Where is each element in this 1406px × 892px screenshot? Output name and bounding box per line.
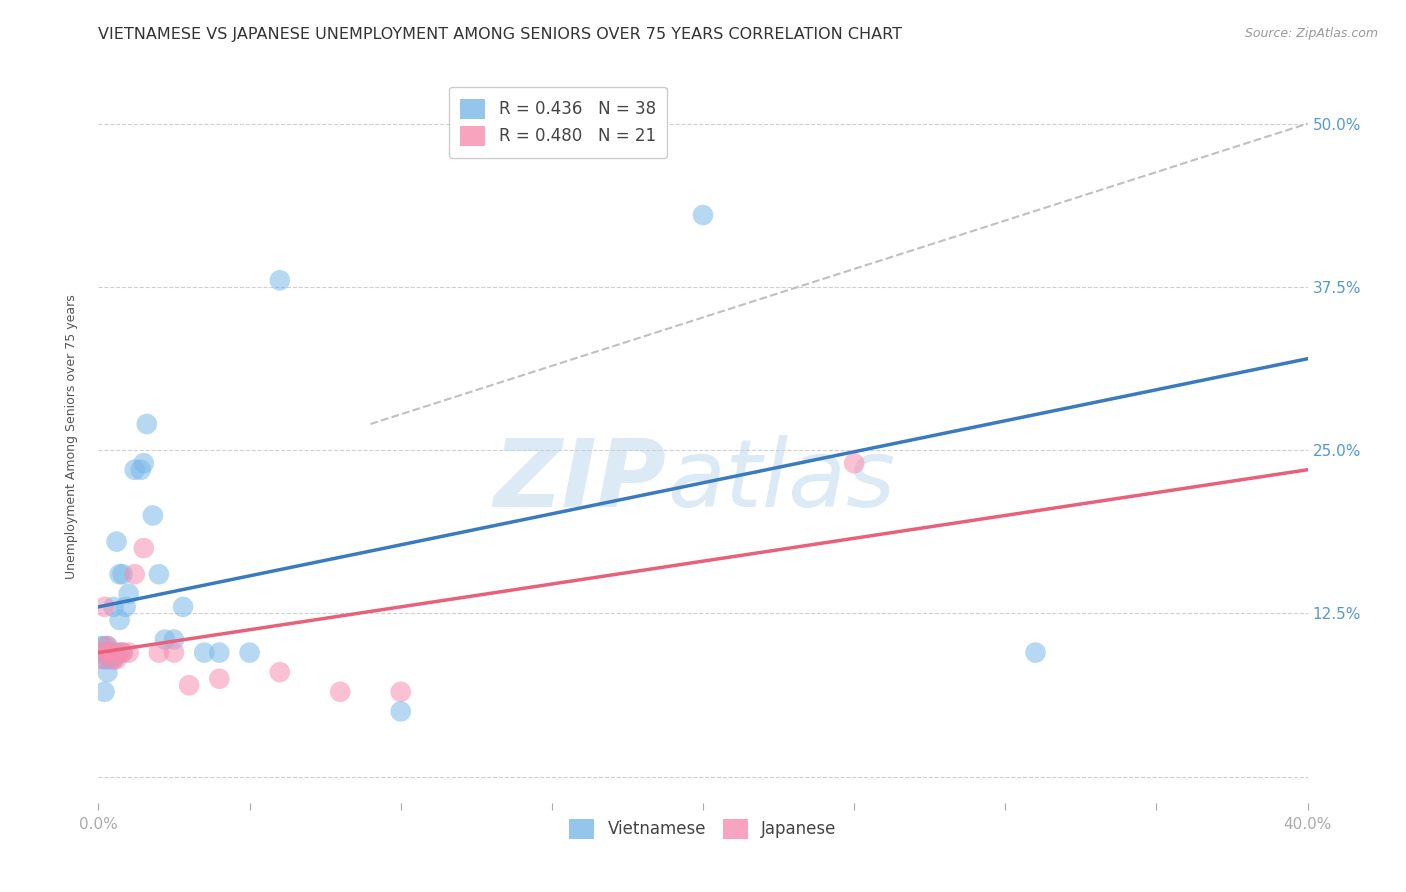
Point (111, 646, 134, 660)
Point (93, 639, 115, 653)
Point (111, 646, 134, 660)
Point (389, 685, 412, 699)
Point (93, 652, 115, 666)
Point (114, 599, 136, 614)
Point (118, 587, 141, 601)
Point (208, 672, 231, 686)
Point (389, 705, 412, 719)
Point (96, 652, 118, 666)
Point (135, 417, 157, 431)
Point (100, 652, 122, 666)
Point (96, 639, 118, 653)
Point (148, 646, 170, 660)
Point (329, 685, 352, 699)
Point (142, 508, 165, 523)
Point (153, 632, 176, 647)
Point (163, 632, 186, 647)
Point (269, 665, 291, 680)
Point (103, 599, 125, 614)
Y-axis label: Unemployment Among Seniors over 75 years: Unemployment Among Seniors over 75 years (65, 294, 77, 580)
Point (179, 678, 201, 692)
Point (96, 665, 118, 680)
Point (90, 646, 112, 660)
Point (93, 685, 115, 699)
Point (100, 646, 122, 660)
Point (90, 652, 112, 666)
Point (105, 534, 128, 549)
Point (148, 567, 170, 582)
Text: atlas: atlas (666, 435, 896, 526)
Point (108, 613, 131, 627)
Point (844, 456, 866, 470)
Point (96, 646, 118, 660)
Point (692, 208, 714, 222)
Point (93, 646, 115, 660)
Point (132, 541, 155, 555)
Point (103, 652, 125, 666)
Point (90, 639, 112, 653)
Point (96, 639, 118, 653)
Point (208, 646, 231, 660)
Point (118, 646, 141, 660)
Point (93, 646, 115, 660)
Point (111, 567, 134, 582)
Point (108, 646, 131, 660)
Text: VIETNAMESE VS JAPANESE UNEMPLOYMENT AMONG SENIORS OVER 75 YEARS CORRELATION CHAR: VIETNAMESE VS JAPANESE UNEMPLOYMENT AMON… (98, 27, 903, 42)
Point (96, 646, 118, 660)
Text: Source: ZipAtlas.com: Source: ZipAtlas.com (1244, 27, 1378, 40)
Point (105, 646, 128, 660)
Point (93, 599, 115, 614)
Point (108, 567, 131, 582)
Text: ZIP: ZIP (494, 435, 666, 527)
Point (100, 646, 122, 660)
Point (129, 463, 152, 477)
Point (103, 652, 125, 666)
Point (172, 599, 194, 614)
Point (132, 456, 155, 470)
Point (193, 646, 215, 660)
Legend: Vietnamese, Japanese: Vietnamese, Japanese (562, 812, 844, 846)
Point (239, 646, 262, 660)
Point (124, 463, 146, 477)
Point (1024, 646, 1046, 660)
Point (105, 652, 128, 666)
Point (269, 273, 291, 287)
Point (163, 646, 186, 660)
Point (124, 567, 146, 582)
